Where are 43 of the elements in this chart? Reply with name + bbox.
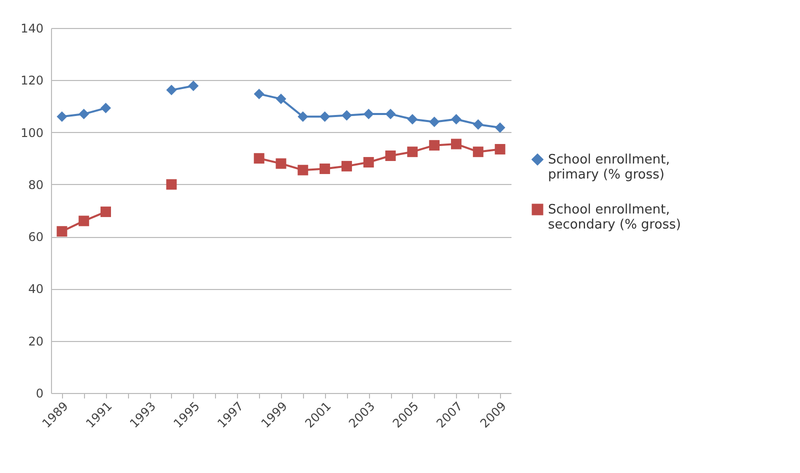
point	[494, 122, 506, 133]
point	[276, 158, 286, 169]
point	[450, 114, 462, 124]
y-tick-label: 20	[28, 334, 44, 348]
point	[100, 102, 112, 114]
point	[385, 150, 396, 161]
point	[78, 108, 90, 120]
y-tick-label: 60	[28, 230, 44, 244]
point	[472, 146, 484, 158]
y-tick-label: 0	[36, 386, 44, 400]
point	[100, 206, 112, 218]
legend-label: School enrollment, secondary (% gross)	[548, 202, 681, 232]
y-tick-label: 80	[28, 178, 44, 192]
point	[320, 111, 330, 122]
point	[429, 140, 440, 151]
point	[254, 153, 264, 164]
point	[298, 164, 308, 176]
legend-label: School enrollment, primary (% gross)	[548, 152, 670, 182]
point	[166, 84, 177, 96]
point	[407, 146, 418, 158]
point	[472, 119, 484, 130]
y-tick-label: 100	[20, 126, 44, 140]
point	[78, 216, 90, 226]
point	[429, 116, 440, 128]
y-tick-label: 120	[20, 74, 44, 88]
point	[385, 108, 396, 120]
point	[56, 111, 68, 122]
y-tick-label: 140	[20, 22, 44, 36]
y-tick-label: 40	[28, 282, 44, 296]
point	[298, 111, 308, 122]
point	[320, 164, 330, 174]
point	[188, 80, 199, 92]
point	[363, 108, 374, 120]
point	[166, 179, 177, 190]
point	[56, 226, 68, 237]
point	[407, 114, 418, 124]
point	[363, 157, 374, 168]
point	[494, 144, 506, 154]
point	[450, 138, 462, 150]
point	[276, 94, 286, 104]
point	[341, 110, 352, 121]
point	[254, 88, 264, 100]
point	[341, 160, 352, 172]
